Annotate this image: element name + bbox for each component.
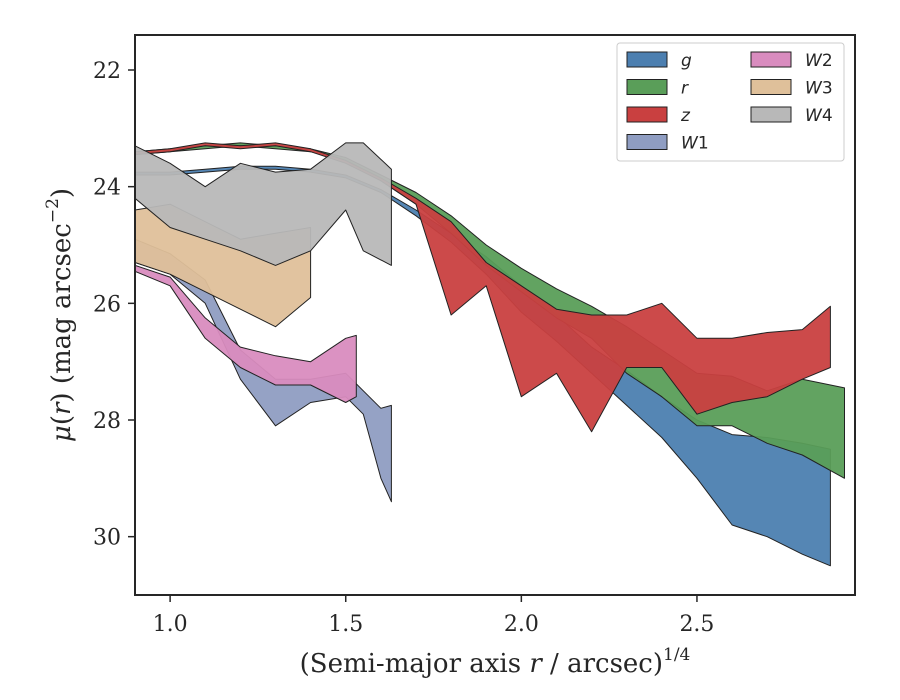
band-w2	[135, 264, 357, 403]
x-axis-title-sup: 1/4	[663, 645, 690, 665]
plot-frame	[134, 34, 856, 596]
legend-swatch-w3	[750, 79, 792, 95]
x-axis-title-post: / arcsec)	[542, 649, 663, 679]
y-tick-label: 24	[93, 176, 121, 201]
legend-label-w2: W2	[805, 51, 833, 71]
x-axis-title-pre: (Semi-major axis	[300, 649, 530, 679]
x-tick-label: 1.5	[328, 612, 363, 637]
legend-label-z: z	[680, 106, 691, 126]
y-axis-title-sup: −2	[43, 198, 63, 223]
y-tick-label: 26	[93, 292, 121, 317]
band-w4	[135, 142, 392, 266]
y-axis-title-mu: μ	[47, 425, 77, 442]
x-tick-label: 2.0	[504, 612, 539, 637]
legend-label-g: g	[681, 51, 692, 71]
x-axis-title-italic: r	[529, 649, 543, 679]
y-axis-title-post: ) (mag arcsec	[47, 223, 77, 402]
y-tick-label: 30	[93, 526, 121, 551]
x-axis-title: (Semi-major axis r / arcsec)1/4	[300, 645, 691, 679]
y-axis-title: μ(r) (mag arcsec−2)	[43, 188, 77, 442]
legend: grz W1 W2 W3 W4	[616, 42, 845, 162]
legend-swatch-z	[626, 106, 668, 123]
y-tick-label: 28	[93, 409, 121, 434]
legend-swatch-r	[626, 79, 668, 95]
x-axis-ticks: 1.0 1.5 2.0 2.5	[153, 595, 714, 637]
profile-bands	[135, 142, 845, 567]
legend-swatch-g	[626, 51, 668, 68]
legend-label-r: r	[681, 79, 689, 99]
legend-label-w1: W1	[681, 134, 709, 154]
legend-swatch-w2	[750, 51, 792, 68]
legend-label-w3: W3	[805, 79, 833, 99]
x-tick-label: 1.0	[153, 612, 188, 637]
legend-label-w4: W4	[805, 106, 833, 126]
legend-swatch-w1	[626, 134, 668, 150]
y-axis-title-end: )	[47, 188, 77, 198]
legend-box	[616, 42, 845, 162]
y-tick-label: 22	[93, 59, 121, 84]
legend-swatch-w4	[750, 106, 792, 123]
x-tick-label: 2.5	[679, 612, 714, 637]
y-axis-ticks: 22 24 26 28 30	[93, 59, 135, 551]
y-axis-title-pre: (	[47, 415, 77, 425]
y-axis-title-italic: r	[47, 401, 77, 415]
legend-items: grz W1 W2 W3 W4	[626, 51, 833, 154]
